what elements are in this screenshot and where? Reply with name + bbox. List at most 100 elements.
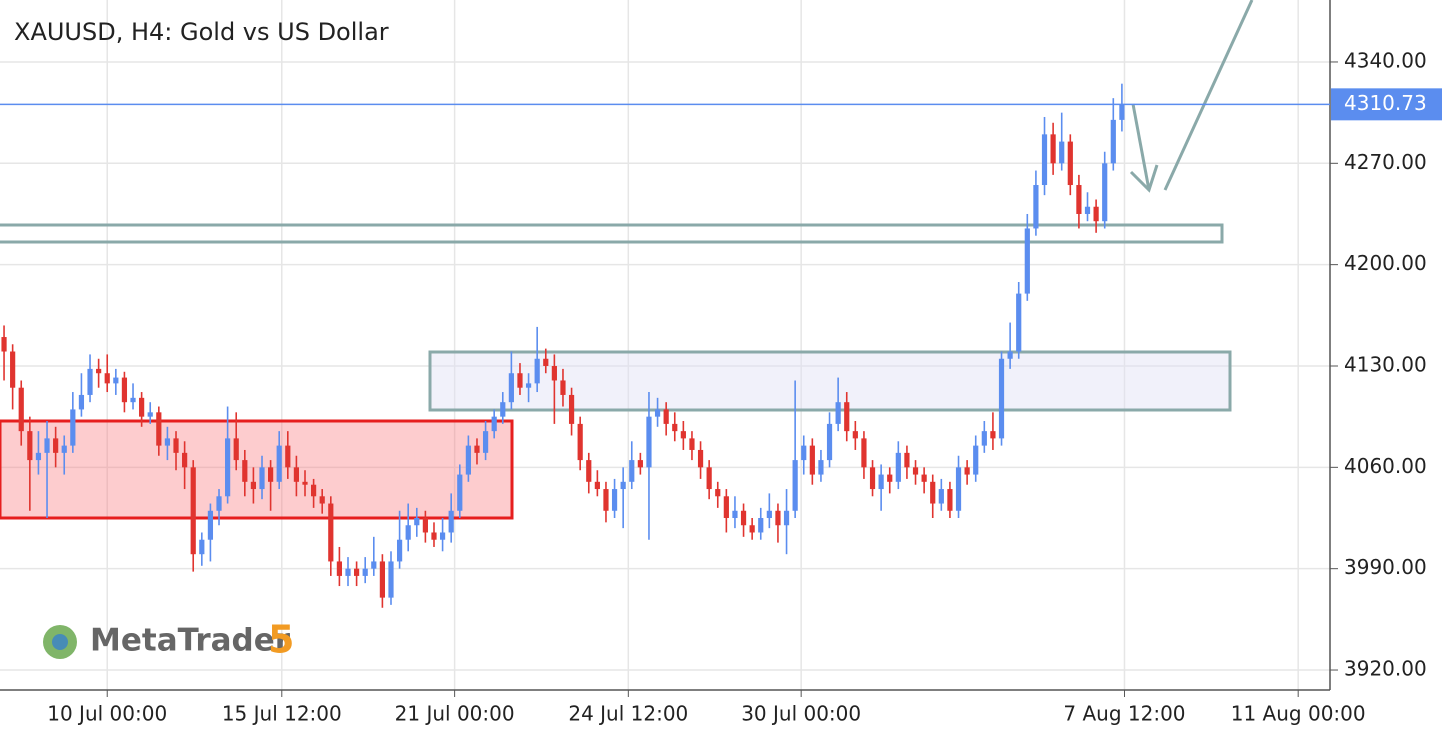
candle-body [560,380,566,395]
y-tick-label: 4130.00 [1344,352,1427,376]
x-tick-label: 21 Jul 00:00 [395,702,515,726]
candle-body [577,423,583,461]
candle-body [663,409,669,424]
candle-body [981,431,987,446]
candle-body [18,387,24,432]
candle-body [431,532,437,540]
candle-body [156,412,162,446]
arrow-head [1129,164,1159,193]
candle-body [1059,141,1065,164]
candle-body [783,510,790,526]
candle-body [551,365,557,381]
x-tick-label: 7 Aug 12:00 [1063,702,1185,726]
candle-body [654,409,661,417]
candle-body [1110,119,1116,164]
candle-body [345,568,351,576]
y-tick-label: 3920.00 [1344,657,1427,681]
demand-zone [0,419,514,520]
candle-body [285,445,291,468]
watermark: MetaTrader 5 [43,618,294,662]
candle-body [1084,206,1091,214]
candle-body [311,484,317,497]
candle-body [749,525,755,533]
candle-body [844,402,850,432]
candle-body [826,423,833,461]
candle-body [594,481,600,490]
candle-body [457,474,463,511]
candle-body [353,568,360,576]
candle-body [672,423,678,432]
candle-body [706,467,712,490]
y-tick-label: 4340.00 [1344,48,1427,72]
x-tick-label: 30 Jul 00:00 [741,702,861,726]
candle-body [113,377,119,384]
y-tick-label: 4200.00 [1344,251,1427,275]
candle-body [130,397,136,403]
candle-body [1,337,7,352]
candle-body [207,510,214,540]
candle-body [422,518,428,533]
y-tick-label: 4060.00 [1344,454,1427,478]
candle-body [586,460,592,482]
logo-icon-core [52,634,68,650]
candle-body [766,510,772,519]
candle-body [190,467,196,555]
candle-body [938,489,944,504]
candle-body [250,481,257,490]
candle-body [225,438,231,497]
candle-body [121,377,128,403]
candle-body [723,496,729,519]
candle-body [78,394,85,410]
candle-body [973,445,979,475]
candle-body [697,449,704,468]
candle-body [998,358,1005,439]
candle-body [869,467,876,490]
candle-body [474,445,480,453]
candle-body [293,467,300,482]
x-tick-label: 24 Jul 12:00 [568,702,688,726]
candle-body [259,467,265,490]
candle-body [732,510,738,519]
candle-body [500,402,506,417]
candle-body [35,452,42,461]
candle-body [930,481,936,504]
candle-body [517,373,523,388]
candle-body [242,460,248,482]
candle-body [1041,134,1048,186]
candle-body [646,416,652,468]
candle-body [328,503,334,562]
candle-body [809,445,815,475]
last-price-label: 4310.73 [1344,91,1427,115]
candle-body [27,431,33,461]
candle-body [362,568,368,576]
candle-body [603,489,609,511]
candle-body [482,431,489,453]
candle-body [147,412,153,417]
x-tick-label: 10 Jul 00:00 [47,702,167,726]
candle-body [388,561,394,598]
candle-body [611,489,618,511]
x-tick-label: 11 Aug 00:00 [1231,702,1366,726]
candle-body [396,539,403,562]
candle-body [53,438,59,453]
candle-body [1067,141,1073,186]
candle-body [964,467,970,475]
candle-body [216,496,222,511]
candle-body [895,452,901,482]
candle-body [1007,351,1013,359]
candles [1,83,1125,608]
candle-body [1024,228,1030,294]
candle-body [379,561,385,598]
forecast-arrows [1129,0,1254,193]
candle-body [1050,134,1056,164]
candle-body [912,467,919,475]
candle-body [10,351,16,388]
candle-body [268,467,274,482]
candle-body [775,510,781,526]
candle-body [233,438,239,461]
candle-body [792,460,798,511]
candle-body [139,397,145,417]
candle-body [70,409,76,446]
candle-body [947,489,953,511]
